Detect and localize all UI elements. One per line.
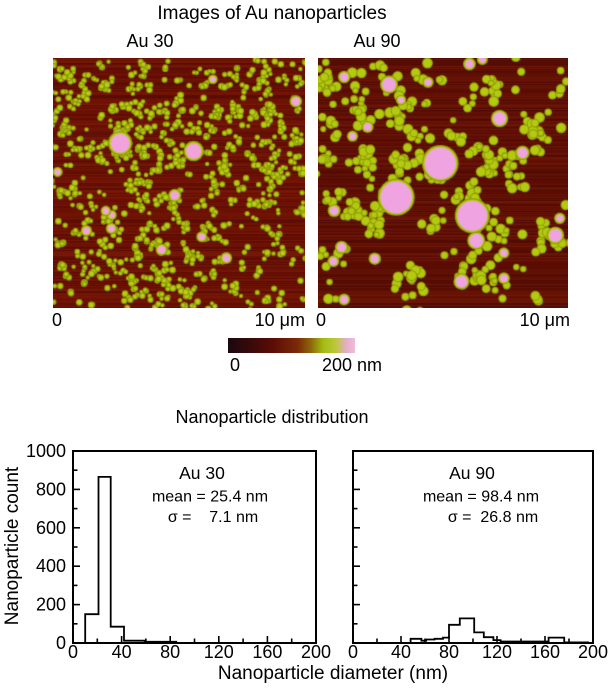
x-tick-label: 200 bbox=[301, 642, 331, 662]
scalebar-min-au30: 0 bbox=[52, 310, 63, 330]
x-tick-label: 160 bbox=[530, 642, 560, 662]
x-tick-label: 80 bbox=[439, 642, 459, 662]
x-tick-label: 160 bbox=[252, 642, 282, 662]
x-axis-label: Nanoparticle diameter (nm) bbox=[217, 663, 449, 684]
annotation-sample-label: Au 90 bbox=[449, 463, 495, 483]
x-tick-label: 40 bbox=[112, 642, 132, 662]
y-tick-label: 200 bbox=[36, 595, 66, 615]
x-tick-label: 120 bbox=[204, 642, 234, 662]
y-tick-label: 800 bbox=[36, 479, 66, 499]
y-tick-label: 600 bbox=[36, 518, 66, 538]
x-tick-label: 200 bbox=[578, 642, 608, 662]
y-tick-label: 1000 bbox=[26, 441, 66, 461]
afm-label-au90: Au 90 bbox=[353, 31, 401, 51]
afm-label-au30: Au 30 bbox=[126, 31, 174, 51]
afm-image-au30 bbox=[53, 58, 305, 308]
annotation-sigma: σ = 26.8 nm bbox=[448, 509, 538, 526]
scalebar-max-au30: 10 μm bbox=[254, 310, 305, 330]
x-tick-label: 40 bbox=[391, 642, 411, 662]
annotation-sigma: σ = 7.1 nm bbox=[168, 509, 258, 526]
colorbar-max-label: 200 nm bbox=[322, 355, 383, 375]
x-tick-label: 0 bbox=[348, 642, 358, 662]
figure-title: Images of Au nanoparticles bbox=[157, 3, 387, 24]
height-colorbar bbox=[228, 338, 355, 353]
colorbar-min-label: 0 bbox=[230, 355, 241, 375]
afm-image-au90 bbox=[318, 58, 568, 308]
x-tick-label: 80 bbox=[160, 642, 180, 662]
annotation-sample-label: Au 30 bbox=[179, 463, 225, 483]
annotation-mean: mean = 25.4 nm bbox=[152, 489, 268, 506]
scalebar-min-au90: 0 bbox=[316, 310, 327, 330]
distribution-title: Nanoparticle distribution bbox=[175, 407, 369, 427]
scalebar-max-au90: 10 μm bbox=[519, 310, 570, 330]
x-tick-label: 120 bbox=[482, 642, 512, 662]
plot-frame bbox=[352, 450, 594, 644]
y-tick-label: 400 bbox=[36, 556, 66, 576]
x-tick-label: 0 bbox=[68, 642, 78, 662]
annotation-mean: mean = 98.4 nm bbox=[423, 489, 539, 506]
y-tick-label: 0 bbox=[56, 633, 66, 653]
histogram-outline bbox=[73, 476, 316, 644]
